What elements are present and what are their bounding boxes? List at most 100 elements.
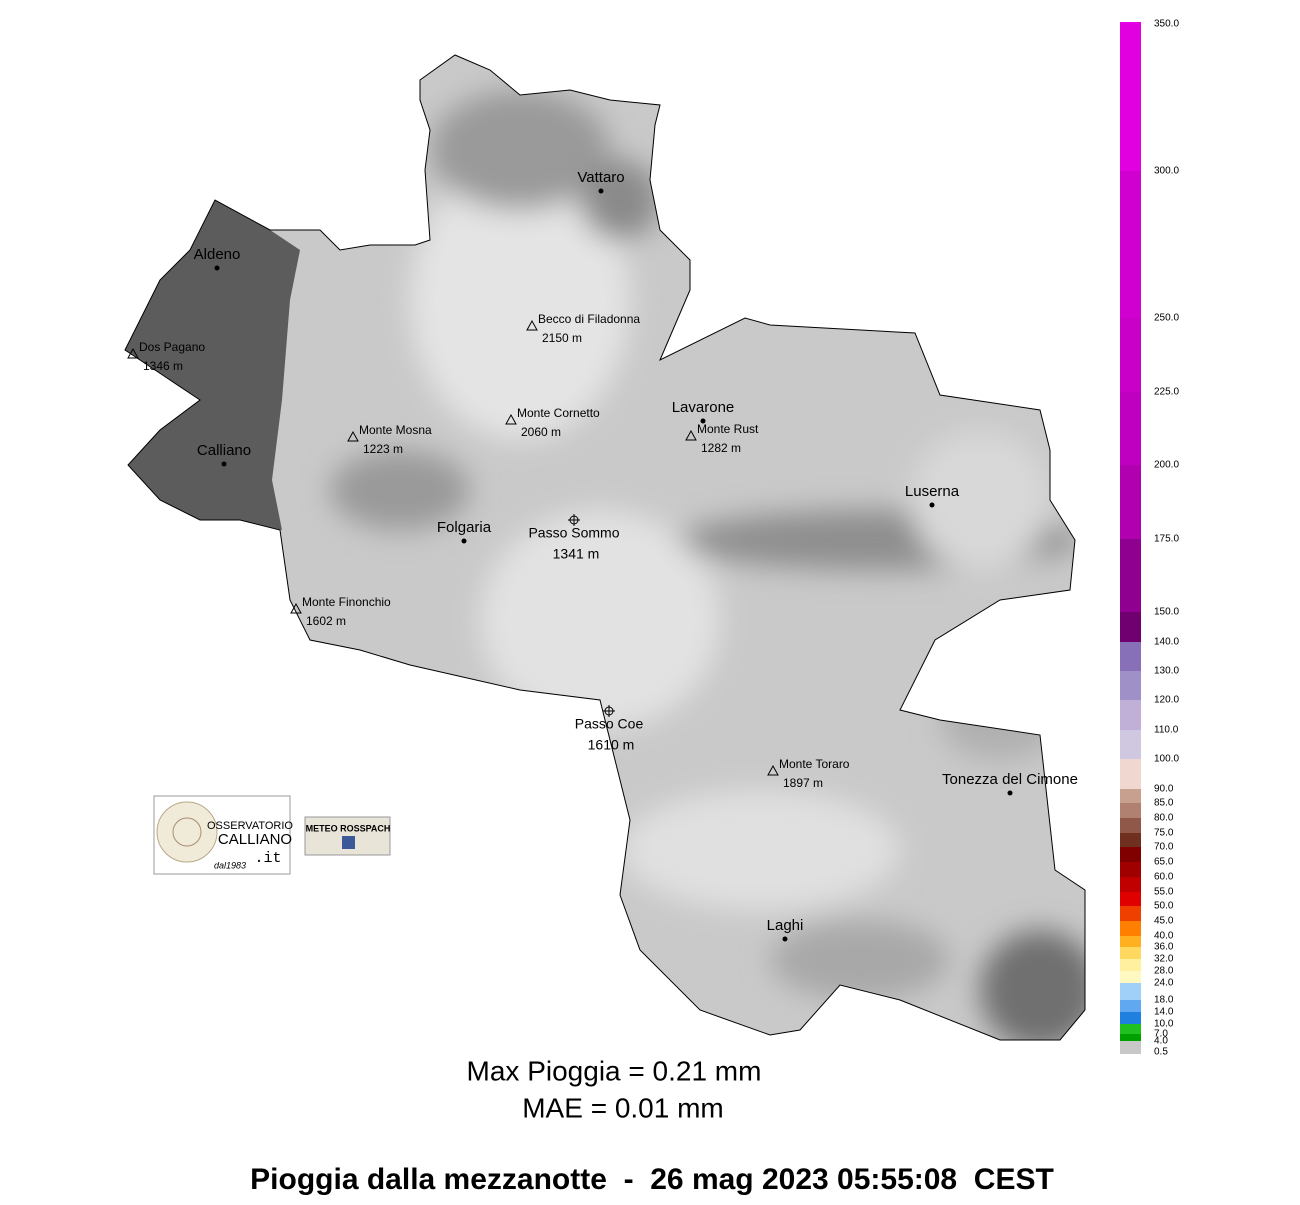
peak-label: Monte Finonchio xyxy=(302,595,391,609)
logo-text: METEO ROSSPACH xyxy=(306,823,391,833)
boundary xyxy=(124,54,1086,1041)
peak-elevation: 2150 m xyxy=(542,331,582,345)
logo-rosspach: METEO ROSSPACH xyxy=(304,816,391,856)
town-dot xyxy=(221,461,227,467)
peak-label: Monte Cornetto xyxy=(517,406,600,420)
peak-elevation: 1223 m xyxy=(363,442,403,456)
legend-swatch xyxy=(1120,465,1141,539)
town-dot xyxy=(214,265,220,271)
peak-label: Monte Rust xyxy=(697,422,759,436)
legend-label: 55.0 xyxy=(1154,887,1174,898)
max-rain: Max Pioggia = 0.21 mm xyxy=(467,1055,762,1086)
peak-label: Monte Toraro xyxy=(779,757,850,771)
town-label: Aldeno xyxy=(194,246,241,263)
legend-swatch xyxy=(1120,789,1141,803)
legend-swatch xyxy=(1120,1024,1141,1034)
legend-swatch xyxy=(1120,539,1141,612)
town-label: Tonezza del Cimone xyxy=(942,771,1078,788)
legend-swatch xyxy=(1120,759,1141,789)
legend-swatch xyxy=(1120,700,1141,730)
legend-label: 100.0 xyxy=(1154,754,1179,765)
legend-label: 90.0 xyxy=(1154,784,1174,795)
logo-text: dal1983 xyxy=(214,860,246,870)
pass-elevation: 1341 m xyxy=(553,546,600,562)
legend-swatch xyxy=(1120,1041,1141,1054)
peak-marker xyxy=(290,602,302,614)
town-label: Vattaro xyxy=(577,169,624,186)
legend-label: 50.0 xyxy=(1154,901,1174,912)
legend-swatch xyxy=(1120,818,1141,833)
pass-elevation: 1610 m xyxy=(588,737,635,753)
legend-label: 65.0 xyxy=(1154,857,1174,868)
town-label: Laghi xyxy=(767,917,804,934)
legend-swatch xyxy=(1120,892,1141,906)
town-dot xyxy=(929,502,935,508)
peak-marker xyxy=(127,347,139,359)
peak-marker xyxy=(767,764,779,776)
legend-label: 24.0 xyxy=(1154,978,1174,989)
legend-label: 40.0 xyxy=(1154,931,1174,942)
legend-label: 32.0 xyxy=(1154,954,1174,965)
peak-elevation: 1346 m xyxy=(143,359,183,373)
town-label: Luserna xyxy=(905,483,960,500)
legend-label: 36.0 xyxy=(1154,942,1174,953)
peak-elevation: 2060 m xyxy=(521,425,561,439)
legend-label: 85.0 xyxy=(1154,798,1174,809)
peak-elevation: 1282 m xyxy=(701,441,741,455)
peak-label: Monte Mosna xyxy=(359,423,432,437)
legend-label: 45.0 xyxy=(1154,916,1174,927)
legend-swatch xyxy=(1120,833,1141,847)
legend-swatch xyxy=(1120,803,1141,818)
legend-swatch xyxy=(1120,921,1141,936)
legend-swatch xyxy=(1120,877,1141,892)
legend-swatch xyxy=(1120,1034,1141,1041)
peak-marker xyxy=(505,413,517,425)
town-label: Folgaria xyxy=(437,519,492,536)
legend-label: 80.0 xyxy=(1154,813,1174,824)
legend-label: 28.0 xyxy=(1154,966,1174,977)
legend-label: 250.0 xyxy=(1154,313,1179,324)
peak-elevation: 1602 m xyxy=(306,614,346,628)
legend-label: 140.0 xyxy=(1154,637,1179,648)
legend-label: 18.0 xyxy=(1154,995,1174,1006)
legend-swatch xyxy=(1120,171,1141,318)
town-dot xyxy=(598,188,604,194)
peak-label: Dos Pagano xyxy=(139,340,205,354)
legend-label: 70.0 xyxy=(1154,842,1174,853)
pass-label: Passo Sommo xyxy=(528,525,619,541)
legend-label: 175.0 xyxy=(1154,534,1179,545)
logo-osservatorio: OSSERVATORIO CALLIANO .it dal1983 xyxy=(153,795,293,875)
legend-label: 130.0 xyxy=(1154,666,1179,677)
town-label: Lavarone xyxy=(672,399,735,416)
town-dot xyxy=(700,418,706,424)
legend-swatch xyxy=(1120,318,1141,392)
legend-label: 300.0 xyxy=(1154,166,1179,177)
peak-elevation: 1897 m xyxy=(783,776,823,790)
legend-swatch xyxy=(1120,862,1141,877)
legend-label: 10.0 xyxy=(1154,1019,1174,1030)
legend-swatch xyxy=(1120,1000,1141,1012)
legend-swatch xyxy=(1120,906,1141,921)
town-dot xyxy=(461,538,467,544)
legend-label: 60.0 xyxy=(1154,872,1174,883)
town-dot xyxy=(782,936,788,942)
town-dot xyxy=(1007,790,1013,796)
legend-swatch xyxy=(1120,22,1141,24)
map-title: Pioggia dalla mezzanotte - 26 mag 2023 0… xyxy=(250,1163,1054,1196)
legend-swatch xyxy=(1120,1012,1141,1024)
town-label: Calliano xyxy=(197,442,251,459)
legend-label: 150.0 xyxy=(1154,607,1179,618)
peak-marker xyxy=(347,430,359,442)
legend-swatch xyxy=(1120,847,1141,862)
pass-marker-cross xyxy=(603,705,615,717)
legend-label: 4.0 xyxy=(1154,1036,1168,1047)
pass-label: Passo Coe xyxy=(575,716,644,732)
legend-label: 120.0 xyxy=(1154,695,1179,706)
pass-marker-cross xyxy=(568,514,580,526)
peak-marker xyxy=(526,319,538,331)
legend-swatch xyxy=(1120,971,1141,983)
legend-label: 200.0 xyxy=(1154,460,1179,471)
legend-swatch xyxy=(1120,983,1141,1000)
